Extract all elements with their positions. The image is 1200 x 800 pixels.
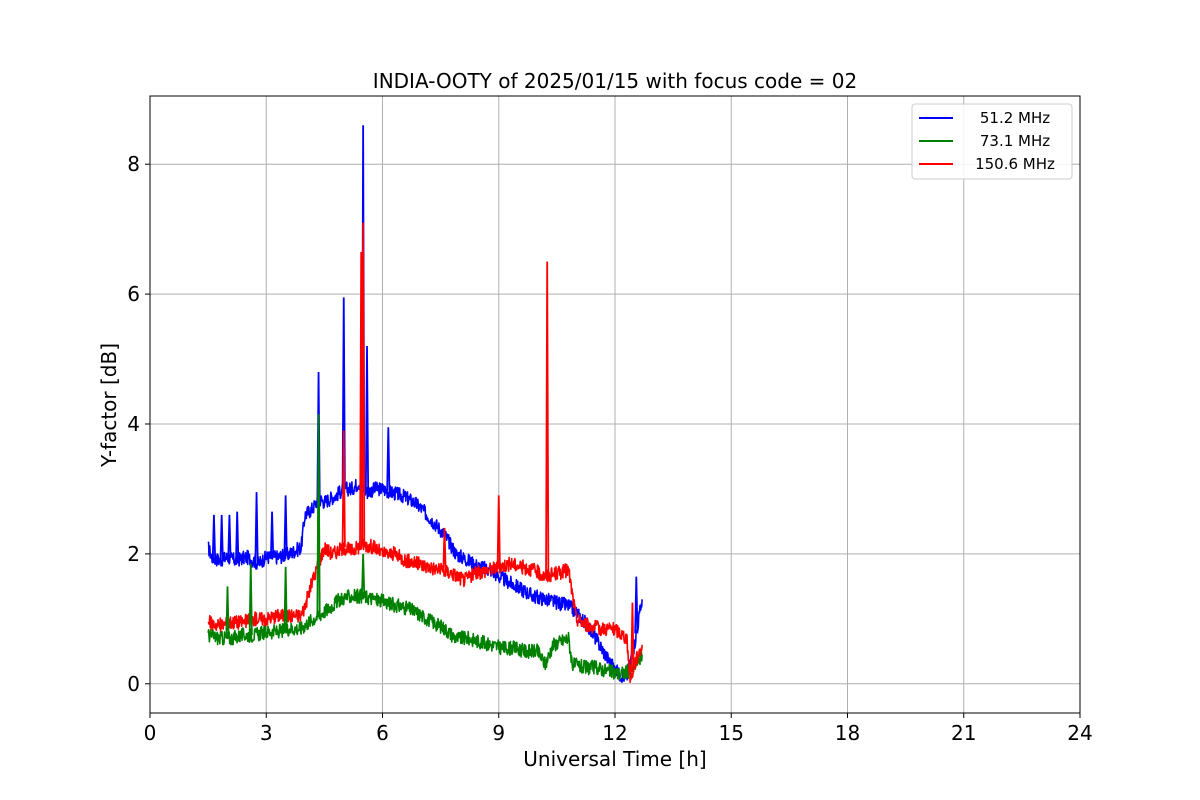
y-tick-label: 4 [127,412,140,436]
spike-mark [442,527,447,572]
spike-mark [341,430,346,548]
spike-mark [361,222,366,545]
chart-title: INDIA-OOTY of 2025/01/15 with focus code… [373,69,857,93]
spike-mark [283,495,288,555]
x-tick-label: 0 [144,721,157,745]
series-line-0 [207,478,643,684]
x-tick-label: 24 [1067,721,1092,745]
spike-mark [361,553,366,597]
legend-box [911,103,1073,180]
grid [149,96,1081,713]
spike-mark [227,514,232,558]
y-tick-label: 0 [127,672,140,696]
x-tick-label: 15 [719,721,744,745]
x-tick-label: 21 [951,721,976,745]
x-tick-label: 3 [260,721,273,745]
y-tick-label: 8 [127,152,140,176]
series-line-2 [207,537,643,684]
spike-mark [225,586,230,639]
spike-mark [545,261,550,577]
series-lines [207,125,643,684]
spike-mark [496,495,501,567]
spike-mark [235,511,240,560]
x-tick-label: 12 [602,721,627,745]
legend-label: 51.2 MHz [980,109,1050,127]
legend: 51.2 MHz 73.1 MHz 150.6 MHz [911,103,1073,180]
legend-label: 150.6 MHz [975,155,1055,173]
spike-mark [316,414,321,616]
y-tick-label: 2 [127,542,140,566]
spike-mark [219,514,224,560]
x-axis-label: Universal Time [h] [523,747,706,771]
spike-mark [270,511,275,558]
spike-mark [634,576,639,634]
series-line-1 [207,588,643,681]
spike-mark [211,514,216,558]
spike-mark [386,427,391,492]
x-tick-label: 18 [835,721,860,745]
spike-mark [283,566,288,630]
spike-mark [254,492,259,563]
x-tick-label: 6 [376,721,389,745]
spike-mark [341,297,346,489]
x-tick-label: 9 [492,721,505,745]
spike-mark [630,602,635,673]
y-tick-label: 6 [127,282,140,306]
y-axis-label: Y-factor [dB] [97,343,121,468]
spike-mark [364,346,370,493]
legend-label: 73.1 MHz [980,132,1050,150]
spike-mark [248,563,253,636]
